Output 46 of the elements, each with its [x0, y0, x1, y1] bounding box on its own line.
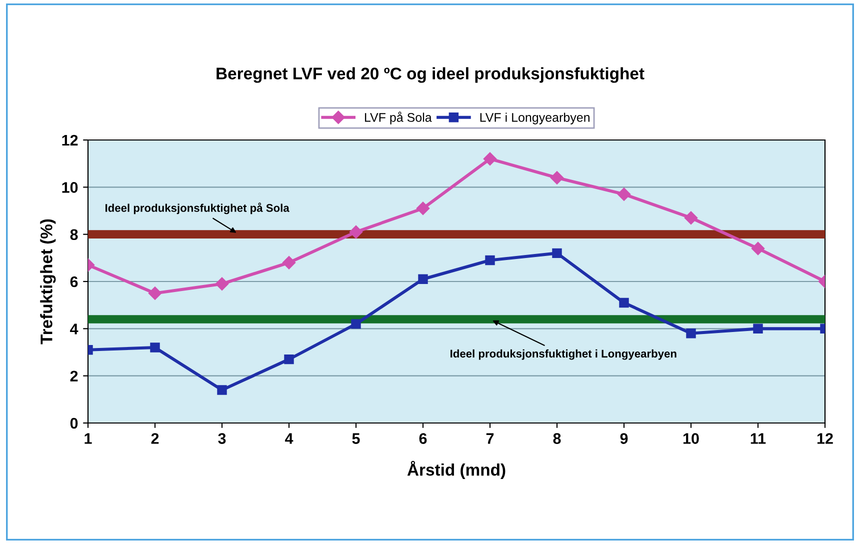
- y-tick-label: 2: [70, 370, 78, 382]
- point: [416, 202, 430, 215]
- ref-line-label: Ideel produksjonsfuktighet i Longyearbyen: [450, 349, 676, 360]
- point: [550, 171, 564, 184]
- x-tick-label: 11: [750, 433, 766, 444]
- point: [485, 255, 495, 266]
- point: [351, 319, 361, 329]
- point: [418, 274, 428, 284]
- x-axis-title: Årstid (mnd): [407, 460, 506, 480]
- point: [217, 385, 227, 395]
- y-tick-label: 4: [70, 324, 78, 334]
- point: [282, 256, 296, 270]
- point: [753, 324, 763, 334]
- point: [483, 152, 497, 166]
- y-tick-label: 0: [70, 418, 78, 429]
- x-tick-label: 10: [683, 433, 699, 444]
- legend-label: LVF i Longyearbyen: [480, 112, 590, 124]
- point: [349, 225, 363, 239]
- y-axis-title: Trefuktighet (%): [40, 219, 56, 344]
- y-tick-label: 6: [70, 276, 78, 288]
- y-tick-label: 10: [62, 182, 78, 193]
- point: [284, 354, 294, 364]
- point: [552, 248, 562, 258]
- point: [150, 342, 160, 352]
- x-tick-label: 6: [419, 433, 427, 444]
- point: [617, 188, 631, 201]
- x-tick-label: 12: [817, 433, 833, 444]
- x-tick-label: 2: [151, 433, 159, 444]
- x-tick-label: 7: [486, 433, 494, 444]
- x-tick-label: 3: [218, 433, 226, 444]
- point: [686, 328, 696, 338]
- point: [619, 298, 629, 308]
- x-tick-label: 4: [284, 433, 294, 444]
- ref-line-label: Ideel produksjonsfuktighet på Sola: [105, 202, 290, 214]
- x-tick-label: 5: [352, 433, 360, 444]
- chart-title: Beregnet LVF ved 20 ºC og ideel produksjonsfuktighet: [216, 67, 644, 83]
- y-tick-label: 8: [70, 229, 78, 240]
- x-tick-label: 8: [553, 433, 561, 444]
- x-tick-label: 9: [620, 433, 628, 444]
- point: [751, 242, 765, 256]
- point: [215, 277, 229, 290]
- x-tick-label: 1: [84, 433, 92, 444]
- point: [684, 211, 698, 224]
- point: [148, 286, 162, 300]
- legend-label: LVF på Sola: [364, 112, 432, 124]
- y-tick-label: 12: [62, 134, 78, 146]
